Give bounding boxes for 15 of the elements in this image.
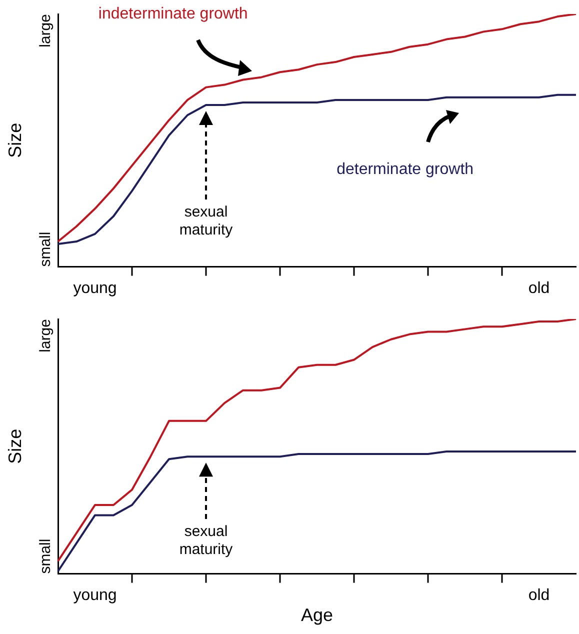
y-axis-title: Size	[4, 122, 25, 158]
annotation: sexual maturity	[179, 523, 234, 558]
x-tick-label: old	[528, 586, 550, 604]
x-tick-label: young	[73, 586, 117, 604]
x-axis-title: Age	[300, 604, 334, 625]
annotation: sexual maturity	[179, 204, 234, 239]
x-tick-label: young	[73, 280, 117, 297]
text: small	[37, 538, 54, 574]
text: determinate growth	[336, 160, 474, 178]
text: indeterminate growth	[98, 5, 248, 22]
text: small	[37, 232, 54, 267]
y-axis-title: Size	[4, 428, 25, 464]
text: large	[37, 319, 54, 352]
x-tick-label: old	[528, 280, 550, 297]
text: large	[37, 14, 54, 48]
